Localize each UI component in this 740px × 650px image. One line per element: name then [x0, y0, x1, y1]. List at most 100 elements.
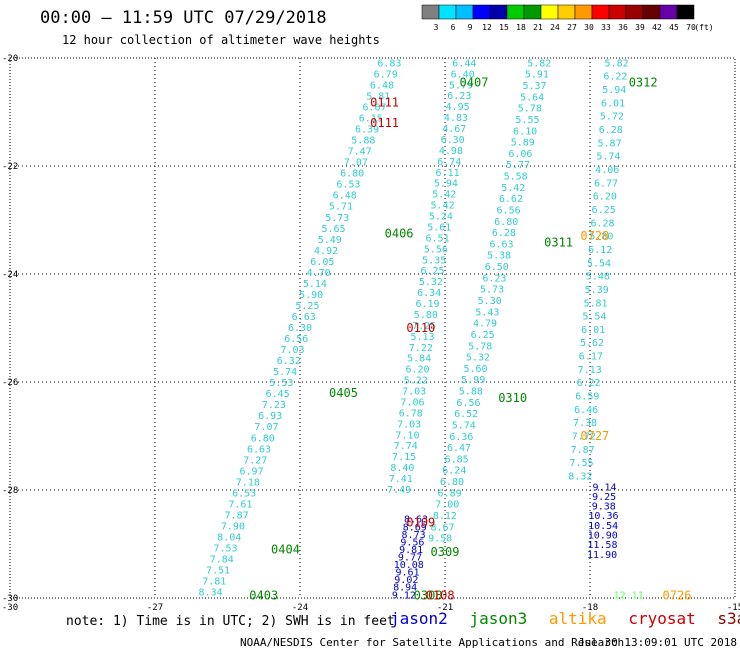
track-value: 5.73: [325, 213, 349, 224]
track-value: 10.54: [588, 521, 618, 532]
pass-label: 0308: [414, 588, 443, 602]
track-value: 6.83: [377, 58, 401, 69]
track-value: 4.95: [446, 102, 470, 113]
track-value: 6.63: [489, 239, 513, 250]
track-value: 6.28: [492, 228, 516, 239]
pass-label: 0109: [406, 515, 435, 529]
axis-ticks: -30 -27 -24 -21 -18 -15 -20 -22 -24 -26 -28 -30: [2, 54, 740, 613]
track-value: 5.71: [329, 202, 353, 213]
track-value: 5.42: [501, 183, 525, 194]
legend-s3a: s3a: [717, 609, 740, 628]
track-value: 5.42: [431, 201, 455, 212]
track-value: 5.13: [410, 332, 434, 343]
colorbar-swatch: [489, 4, 508, 20]
colorbar-label: 21: [533, 23, 543, 32]
track-value: 6.06: [508, 149, 532, 160]
x-tick-label: -21: [437, 603, 453, 613]
pass-label: 0108: [426, 588, 455, 602]
colorbar-swatch: [659, 4, 678, 20]
pass-label: 0404: [271, 542, 300, 556]
colorbar-swatch: [591, 4, 610, 20]
track-value: 7.55: [569, 458, 593, 469]
track-value: 8.12: [433, 511, 457, 522]
colorbar-label: 15: [499, 23, 509, 32]
track-value: 6.48: [370, 80, 394, 91]
pass-label: 0407: [460, 75, 489, 89]
pass-label: 0403: [249, 588, 278, 602]
track-value: 7.27: [243, 455, 267, 466]
track-value: 9.14: [592, 482, 616, 493]
y-tick-label: -28: [2, 486, 18, 496]
track-value: 6.45: [266, 389, 290, 400]
track-value: 6.74: [437, 157, 461, 168]
track-value: 5.90: [299, 290, 323, 301]
track-value: 4.83: [444, 113, 468, 124]
track-value: 9.12: [392, 590, 416, 601]
track-value: 6.53: [336, 180, 360, 191]
x-tick-label: -18: [582, 603, 598, 613]
track-value: 4.06: [595, 165, 619, 176]
track-value: 5.80: [414, 310, 438, 321]
track-value: 7.25: [412, 321, 436, 332]
colorbar-label: 45: [669, 23, 679, 32]
colorbar-swatch: [608, 4, 627, 20]
colorbar-label: 70: [686, 23, 696, 32]
track-value: 6.39: [355, 125, 379, 136]
pass-label: 0309: [431, 545, 460, 559]
track-value: 6.44: [452, 58, 476, 69]
track-value: 7.06: [400, 397, 424, 408]
colorbar-swatch: [438, 4, 457, 20]
track-value: 5.55: [515, 115, 539, 126]
track-value: 5.88: [459, 387, 483, 398]
track-value: 7.61: [228, 499, 252, 510]
colorbar-label: 39: [635, 23, 645, 32]
track-value: 4.67: [442, 124, 466, 135]
track-value: 10.90: [588, 531, 618, 542]
track-value: 7.81: [202, 577, 226, 588]
pass-labels: 0407 0312 0111 0111 0406 0728 0311 0110 0405 0310…: [249, 75, 691, 602]
track-value: 5.53: [269, 378, 293, 389]
track-value: 6.67: [362, 103, 386, 114]
track-value: 6.32: [277, 356, 301, 367]
legend-cryosat: cryosat: [628, 609, 696, 628]
pass-label: 0111: [370, 116, 399, 130]
track-value: 6.01: [581, 325, 605, 336]
track-value: 7.07: [344, 158, 368, 169]
track-value: 8.32: [568, 472, 592, 483]
x-tick-label: -27: [147, 603, 163, 613]
y-tick-label: -20: [2, 54, 18, 64]
track-value: 4.79: [473, 319, 497, 330]
track-value: 6.93: [258, 411, 282, 422]
track-value: 6.34: [417, 288, 441, 299]
track-value: 7.53: [213, 544, 237, 555]
track-value: 6.19: [415, 299, 439, 310]
track-value: 9.02: [394, 575, 418, 586]
track-value: 7.72: [572, 432, 596, 443]
track-value: 11.58: [587, 540, 617, 551]
track-value: 10.08: [394, 560, 424, 571]
plot-frame: [9, 57, 736, 599]
colorbar-label: 33: [601, 23, 611, 32]
track-value: 7.00: [435, 500, 459, 511]
track-value: 5.99: [461, 375, 485, 386]
track-value: 6.63: [247, 444, 271, 455]
track-value: 7.18: [236, 477, 260, 488]
track-value: 7.07: [254, 422, 278, 433]
footer-timestamp: Jul 30 13:09:01 UTC 2018: [578, 636, 737, 649]
track-value: 5.74: [596, 152, 620, 163]
track-value: 6.11: [436, 168, 460, 179]
grid: [10, 58, 735, 598]
track-value: 5.24: [429, 212, 453, 223]
track-value: 6.05: [310, 257, 334, 268]
track-value: 7.15: [392, 452, 416, 463]
track-value: 6.50: [485, 262, 509, 273]
track-value: 5.22: [404, 376, 428, 387]
track-value: 7.47: [348, 147, 372, 158]
track-value: 7.41: [389, 474, 413, 485]
track-value: 5.72: [600, 112, 624, 123]
track-value: 5.54: [582, 312, 606, 323]
track-value: 6.80: [251, 433, 275, 444]
colorbar-unit: (ft): [694, 23, 713, 32]
track-value: 5.61: [427, 222, 451, 233]
